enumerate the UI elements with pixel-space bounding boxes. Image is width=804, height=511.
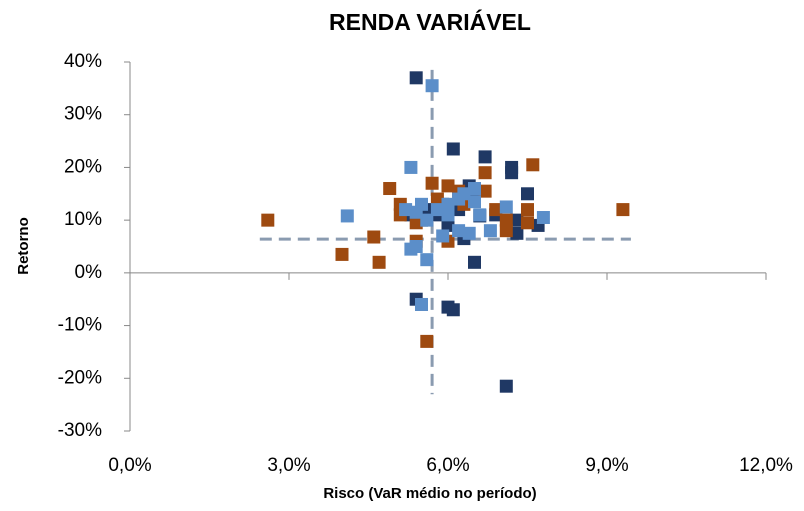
point — [452, 224, 466, 238]
point — [510, 226, 524, 240]
point — [489, 203, 503, 217]
point — [404, 242, 418, 256]
y-tick-label: 0% — [75, 262, 103, 283]
point — [499, 213, 513, 227]
point — [521, 216, 534, 230]
chart-title: RENDA VARIÁVEL — [329, 8, 531, 35]
point — [399, 203, 413, 217]
point — [521, 203, 534, 217]
point — [441, 218, 455, 232]
point — [478, 150, 492, 164]
point — [367, 230, 381, 244]
point — [468, 182, 481, 196]
point — [261, 213, 275, 227]
point — [425, 176, 439, 190]
y-tick-label: 20% — [64, 156, 102, 177]
point — [536, 211, 550, 225]
point — [462, 226, 476, 240]
point — [409, 205, 423, 219]
x-axis-label: Risco (VaR médio no período) — [323, 485, 536, 502]
point — [335, 247, 349, 261]
point — [425, 79, 439, 93]
point — [505, 166, 519, 180]
point — [468, 255, 481, 269]
y-tick-label: 40% — [64, 51, 102, 72]
x-tick-label: 9,0% — [585, 455, 628, 476]
x-tick-label: 6,0% — [426, 455, 469, 476]
point — [430, 203, 444, 217]
x-tick-label: 0,0% — [108, 455, 151, 476]
point — [478, 166, 492, 180]
y-tick-label: -10% — [58, 315, 102, 336]
point — [499, 379, 513, 393]
point — [616, 203, 630, 217]
point — [441, 208, 455, 222]
point — [340, 209, 354, 223]
point — [430, 192, 444, 206]
point — [526, 158, 540, 172]
x-tick-label: 3,0% — [267, 455, 310, 476]
point — [457, 187, 471, 201]
x-tick-label: 12,0% — [739, 455, 793, 476]
point — [499, 200, 513, 214]
point — [478, 184, 492, 198]
point — [420, 253, 434, 267]
y-axis-label: Retorno — [15, 217, 32, 275]
point — [420, 334, 434, 348]
point — [521, 187, 534, 201]
y-tick-label: -20% — [58, 367, 102, 388]
point — [446, 303, 460, 317]
point — [499, 224, 513, 238]
point — [468, 195, 481, 209]
y-tick-label: -30% — [58, 420, 102, 441]
point — [383, 182, 397, 196]
point — [441, 179, 455, 193]
point — [404, 160, 418, 174]
point — [372, 255, 386, 269]
y-tick-label: 30% — [64, 104, 102, 125]
point — [436, 229, 450, 243]
point — [409, 71, 423, 85]
point — [473, 208, 487, 222]
point — [510, 213, 524, 227]
point — [415, 297, 428, 311]
point — [446, 142, 460, 156]
point — [409, 216, 423, 230]
point — [441, 197, 455, 211]
point — [420, 213, 434, 227]
y-tick-label: 10% — [64, 209, 102, 230]
point — [483, 224, 497, 238]
